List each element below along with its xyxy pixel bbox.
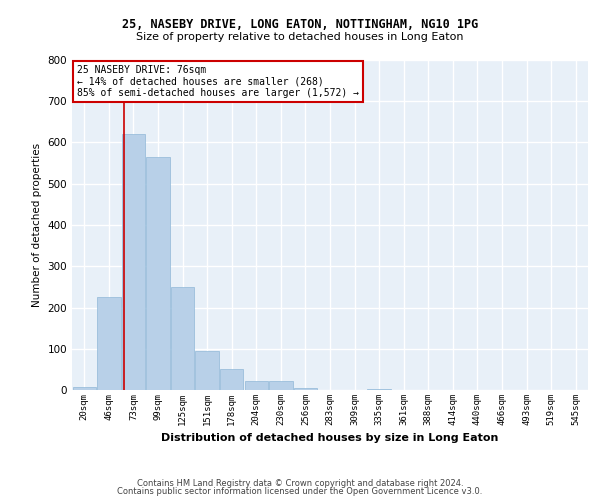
Bar: [269, 381, 293, 390]
Bar: [220, 370, 244, 390]
Y-axis label: Number of detached properties: Number of detached properties: [32, 143, 42, 307]
Bar: [73, 386, 96, 390]
Bar: [171, 287, 194, 390]
Text: Contains HM Land Registry data © Crown copyright and database right 2024.: Contains HM Land Registry data © Crown c…: [137, 478, 463, 488]
Bar: [122, 134, 145, 390]
Bar: [97, 297, 121, 390]
Bar: [146, 157, 170, 390]
Text: 25 NASEBY DRIVE: 76sqm
← 14% of detached houses are smaller (268)
85% of semi-de: 25 NASEBY DRIVE: 76sqm ← 14% of detached…: [77, 65, 359, 98]
Bar: [367, 389, 391, 390]
Text: Contains public sector information licensed under the Open Government Licence v3: Contains public sector information licen…: [118, 487, 482, 496]
Bar: [196, 351, 219, 390]
Bar: [245, 381, 268, 390]
Bar: [294, 388, 317, 390]
Text: Size of property relative to detached houses in Long Eaton: Size of property relative to detached ho…: [136, 32, 464, 42]
Text: 25, NASEBY DRIVE, LONG EATON, NOTTINGHAM, NG10 1PG: 25, NASEBY DRIVE, LONG EATON, NOTTINGHAM…: [122, 18, 478, 30]
X-axis label: Distribution of detached houses by size in Long Eaton: Distribution of detached houses by size …: [161, 434, 499, 444]
